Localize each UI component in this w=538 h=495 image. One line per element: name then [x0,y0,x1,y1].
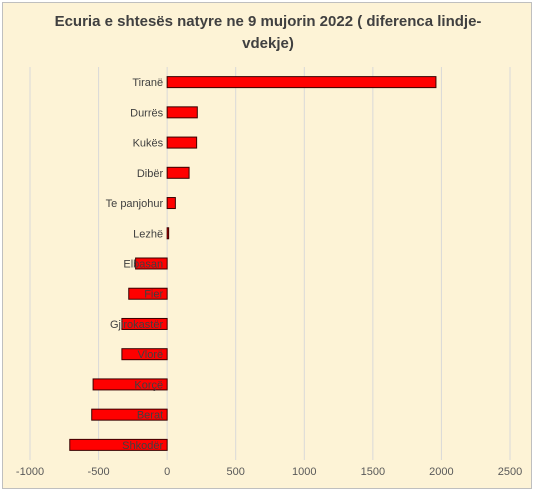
category-label: Te panjohur [106,198,164,210]
bar [166,227,170,240]
bar [91,408,168,421]
bar [166,136,198,149]
bar [92,378,168,391]
category-label: Korçë [134,379,163,391]
x-tick-label: 1500 [361,466,385,478]
category-label: Dibër [137,168,164,180]
category-label: Berat [137,410,163,422]
category-label: Fier [144,289,163,301]
x-tick-label: 500 [227,466,245,478]
category-label: Elbasan [123,259,163,271]
x-tick-label: -1000 [16,466,44,478]
x-tick-label: 2500 [498,466,522,478]
category-label: Lezhë [133,228,163,240]
x-tick-label: 0 [164,466,170,478]
bar [166,106,198,119]
chart-frame: Ecuria e shtesës natyre ne 9 mujorin 202… [2,2,532,489]
bar [135,257,168,270]
category-label: Durrës [130,107,164,119]
bar [166,166,190,179]
bar [166,197,176,210]
x-tick-label: -500 [88,466,110,478]
category-label: Tiranë [132,77,163,89]
bar [166,76,437,89]
category-label: Vlorë [137,349,163,361]
chart-plot: -1000 -500 0 500 1000 1500 2000 2500 Tiranë Durrë… [16,67,522,478]
bar [121,317,168,330]
x-tick-label: 1000 [292,466,316,478]
chart-title: Ecuria e shtesës natyre ne 9 mujorin 202… [54,13,482,52]
bar [128,287,168,300]
x-tick-label: 2000 [429,466,453,478]
bar [69,438,168,451]
bar [121,348,168,361]
category-label: Kukës [133,138,164,150]
category-label: Gjirokastër [110,319,164,331]
category-label: Shkodër [122,440,163,452]
